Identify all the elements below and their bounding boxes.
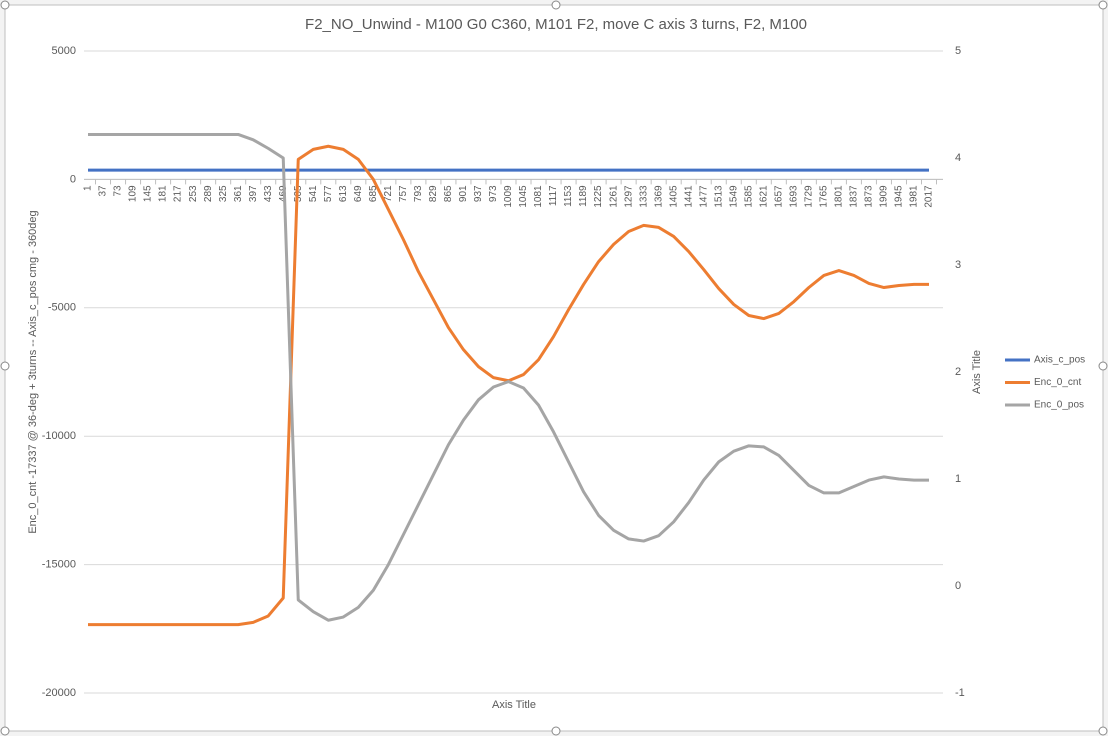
- x-tick-label: 901: [458, 185, 469, 202]
- x-tick-label: 1945: [894, 185, 905, 208]
- y-tick-label: -20000: [42, 687, 76, 699]
- x-tick-label: 721: [383, 185, 394, 202]
- y2-tick-label: 4: [955, 152, 961, 164]
- x-tick-label: 1153: [563, 185, 574, 207]
- x-tick-label: 1369: [653, 185, 664, 208]
- y2-axis-title: Axis Title: [971, 350, 983, 394]
- x-tick-label: 1297: [623, 185, 634, 208]
- x-tick-label: 253: [188, 185, 199, 202]
- x-tick-label: 1513: [713, 185, 724, 208]
- y2-tick-label: 2: [955, 366, 961, 378]
- x-tick-label: 1981: [909, 185, 920, 208]
- y-tick-label: -15000: [42, 559, 76, 571]
- x-tick-label: 1621: [758, 185, 769, 208]
- x-tick-label: 1261: [608, 185, 619, 208]
- x-tick-label: 37: [98, 185, 109, 197]
- x-tick-label: 1873: [864, 185, 875, 208]
- x-tick-label: 937: [473, 185, 484, 202]
- x-tick-label: 397: [248, 185, 259, 202]
- y2-tick-label: -1: [955, 687, 965, 699]
- x-tick-label: 145: [143, 185, 154, 202]
- x-tick-label: 577: [323, 185, 334, 202]
- x-tick-label: 613: [338, 185, 349, 202]
- x-tick-label: 829: [428, 185, 439, 202]
- x-axis-title: Axis Title: [492, 699, 536, 711]
- x-tick-label: 1729: [803, 185, 814, 208]
- x-tick-label: 1693: [788, 185, 799, 208]
- x-tick-label: 325: [218, 185, 229, 202]
- x-tick-label: 1225: [593, 185, 604, 208]
- x-tick-label: 289: [203, 185, 214, 202]
- chart-area: [4, 4, 1104, 732]
- x-tick-label: 793: [413, 185, 424, 202]
- y2-tick-label: 5: [955, 45, 961, 57]
- y2-tick-label: 3: [955, 259, 961, 271]
- x-tick-label: 109: [128, 185, 139, 202]
- x-tick-label: 1405: [668, 185, 679, 208]
- chart-title: F2_NO_Unwind - M100 G0 C360, M101 F2, mo…: [305, 16, 807, 33]
- x-tick-label: 1657: [773, 185, 784, 208]
- x-tick-label: 865: [443, 185, 454, 202]
- x-tick-label: 1081: [533, 185, 544, 208]
- x-tick-label: 1189: [578, 185, 589, 207]
- y-axis-title: Enc_0_cnt -17337 @ 36-deg + 3turns -- Ax…: [27, 210, 39, 533]
- x-tick-label: 433: [263, 185, 274, 202]
- y2-tick-label: 1: [955, 473, 961, 485]
- x-tick-label: 1801: [834, 185, 845, 208]
- x-tick-label: 1585: [743, 185, 754, 208]
- x-tick-label: 1549: [728, 185, 739, 208]
- x-tick-label: 1045: [518, 185, 529, 208]
- x-tick-label: 73: [113, 185, 124, 197]
- x-tick-label: 757: [398, 185, 409, 202]
- y-tick-label: -5000: [48, 302, 76, 314]
- x-tick-label: 1909: [879, 185, 890, 208]
- legend-label: Enc_0_pos: [1034, 400, 1084, 411]
- x-tick-label: 1765: [819, 185, 830, 208]
- x-tick-label: 1477: [698, 185, 709, 208]
- x-tick-label: 1333: [638, 185, 649, 208]
- y-tick-label: 5000: [52, 45, 76, 57]
- x-tick-label: 181: [158, 185, 169, 202]
- x-tick-label: 1009: [503, 185, 514, 208]
- x-tick-label: 217: [173, 185, 184, 202]
- x-tick-label: 2017: [924, 185, 935, 208]
- x-tick-label: 685: [368, 185, 379, 202]
- legend-label: Axis_c_pos: [1034, 355, 1085, 366]
- x-tick-label: 649: [353, 185, 364, 202]
- x-tick-label: 973: [488, 185, 499, 202]
- y2-tick-label: 0: [955, 580, 961, 592]
- series-line: [88, 132, 929, 622]
- x-tick-label: 361: [233, 185, 244, 202]
- y-tick-label: -10000: [42, 430, 76, 442]
- x-tick-label: 1117: [548, 185, 559, 206]
- y-tick-label: 0: [70, 173, 76, 185]
- x-tick-label: 1: [83, 185, 94, 191]
- x-tick-label: 541: [308, 185, 319, 202]
- x-tick-label: 1441: [683, 185, 694, 208]
- x-tick-label: 1837: [849, 185, 860, 208]
- legend-label: Enc_0_cnt: [1034, 377, 1081, 388]
